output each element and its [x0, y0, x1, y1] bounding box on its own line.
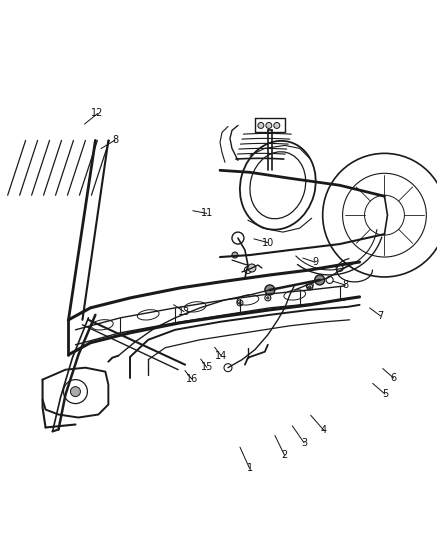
Circle shape	[326, 277, 333, 284]
Text: 5: 5	[382, 389, 388, 399]
Text: 10: 10	[262, 238, 274, 248]
Circle shape	[71, 386, 81, 397]
Text: 1: 1	[247, 463, 253, 473]
Text: 7: 7	[378, 311, 384, 321]
Text: 8: 8	[112, 135, 118, 145]
Text: 4: 4	[321, 425, 327, 435]
Circle shape	[239, 302, 241, 304]
Circle shape	[258, 123, 264, 128]
Circle shape	[265, 285, 275, 295]
Text: 13: 13	[178, 306, 190, 317]
Circle shape	[274, 123, 280, 128]
Text: 3: 3	[301, 438, 307, 448]
Circle shape	[248, 264, 256, 272]
Circle shape	[306, 281, 313, 288]
Circle shape	[314, 275, 325, 285]
Text: 14: 14	[215, 351, 227, 361]
Text: 6: 6	[391, 373, 397, 383]
Circle shape	[266, 123, 272, 128]
Text: 9: 9	[312, 257, 318, 267]
Text: 16: 16	[186, 374, 198, 384]
Circle shape	[232, 252, 238, 258]
Text: 8: 8	[343, 280, 349, 290]
Circle shape	[336, 264, 343, 271]
Text: 2: 2	[281, 450, 288, 460]
Text: 12: 12	[92, 109, 104, 118]
Circle shape	[308, 286, 311, 288]
Text: 11: 11	[201, 208, 213, 219]
Text: 15: 15	[201, 362, 213, 373]
Circle shape	[267, 297, 269, 299]
